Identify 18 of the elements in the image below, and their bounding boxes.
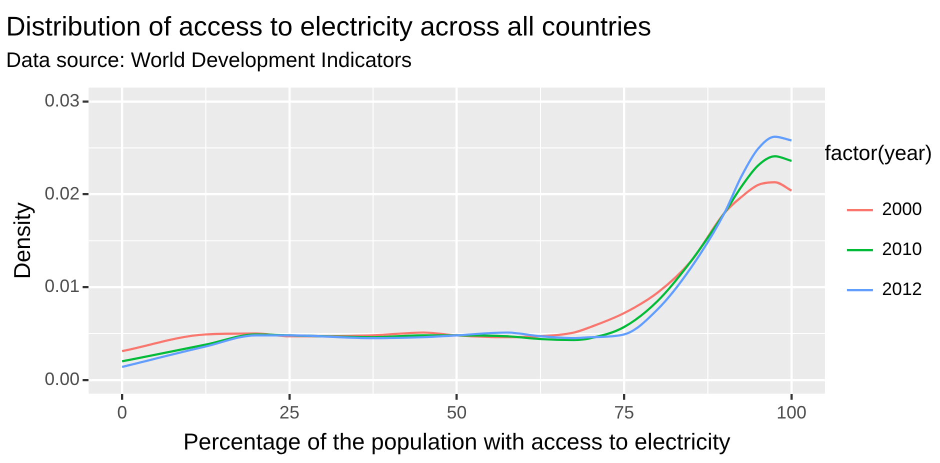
legend-label: 2010: [882, 239, 922, 260]
y-tick-label: 0.00: [44, 368, 80, 389]
x-tick-label: 0: [117, 402, 128, 423]
chart-title: Distribution of access to electricity across all countries: [6, 12, 652, 42]
line-series: [121, 181, 793, 352]
legend-label: 2012: [882, 279, 922, 300]
x-axis-title: Percentage of the population with access to electricity: [183, 428, 731, 455]
y-tick-label: 0.01: [44, 276, 80, 296]
x-tick-label: 25: [279, 402, 300, 423]
y-tick-label: 0.02: [44, 183, 80, 204]
x-tick-label: 50: [446, 402, 467, 423]
x-tick-label: 75: [614, 402, 634, 423]
y-tick-label: 0.03: [44, 90, 80, 110]
legend-label: 2000: [882, 199, 922, 220]
legend-title: factor(year): [824, 142, 932, 166]
x-tick-label: 100: [776, 402, 807, 423]
chart-subtitle: Data source: World Development Indicators: [6, 48, 412, 72]
y-axis-title: Density: [9, 202, 36, 280]
